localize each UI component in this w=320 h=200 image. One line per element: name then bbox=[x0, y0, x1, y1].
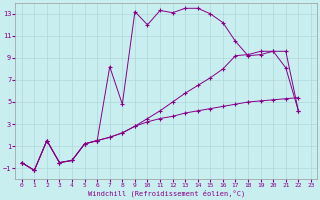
X-axis label: Windchill (Refroidissement éolien,°C): Windchill (Refroidissement éolien,°C) bbox=[88, 190, 245, 197]
